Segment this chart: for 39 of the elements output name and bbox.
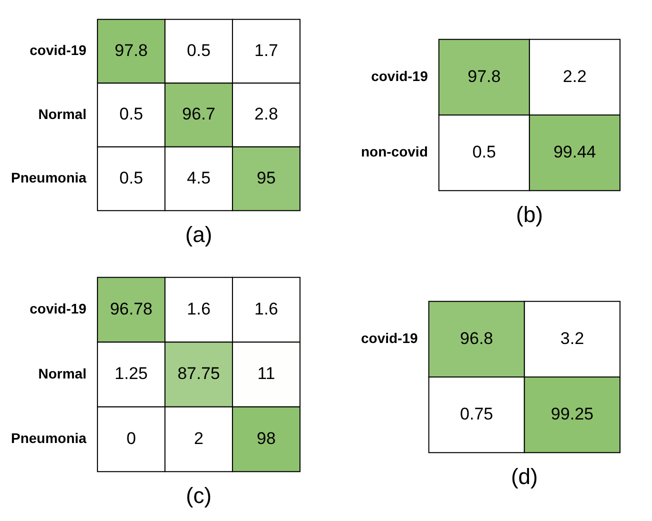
data-label: 98	[256, 428, 276, 448]
y-tick-label: Pneumonia	[10, 170, 87, 186]
data-label: 87.75	[177, 364, 220, 384]
data-label: 99.44	[553, 142, 596, 162]
data-label: 0.5	[119, 104, 144, 124]
y-tick-label: Pneumonia	[10, 430, 87, 446]
y-tick-label: covid-19	[30, 42, 87, 58]
data-label: 1.25	[114, 364, 148, 384]
y-tick-label: covid-19	[30, 300, 87, 317]
data-label: 96.7	[182, 104, 216, 124]
data-label: 96.8	[460, 328, 494, 348]
y-tick-label: covid-19	[371, 68, 428, 84]
data-label: 1.6	[186, 299, 211, 318]
data-label: 0.75	[460, 404, 494, 424]
x-axis-title: (a)	[185, 222, 212, 247]
data-label: 99.25	[550, 404, 594, 424]
data-label: 96.78	[110, 299, 152, 318]
data-label: 0.5	[119, 168, 144, 188]
data-label: 11	[257, 364, 276, 384]
data-label: 0.5	[472, 142, 496, 162]
x-axis-title: (b)	[516, 202, 543, 227]
data-label: 2.2	[562, 66, 587, 86]
data-label: 3.2	[560, 328, 584, 348]
y-tick-label: covid-19	[360, 330, 418, 346]
data-label: 1.6	[254, 299, 278, 318]
y-tick-label: Normal	[38, 365, 86, 382]
y-tick-label: non-covid	[360, 144, 428, 160]
data-label: 2	[194, 428, 204, 448]
y-tick-label: Normal	[38, 106, 86, 122]
data-label: 0.5	[186, 40, 211, 60]
data-label: 97.8	[114, 40, 148, 60]
data-label: 0	[126, 428, 136, 448]
data-label: 2.8	[254, 104, 278, 124]
data-label: 4.5	[186, 168, 211, 188]
data-label: 97.8	[468, 66, 501, 86]
x-axis-title: (c)	[186, 482, 212, 508]
x-axis-title: (d)	[510, 464, 538, 489]
data-label: 95	[256, 168, 276, 188]
data-label: 1.7	[254, 40, 278, 60]
